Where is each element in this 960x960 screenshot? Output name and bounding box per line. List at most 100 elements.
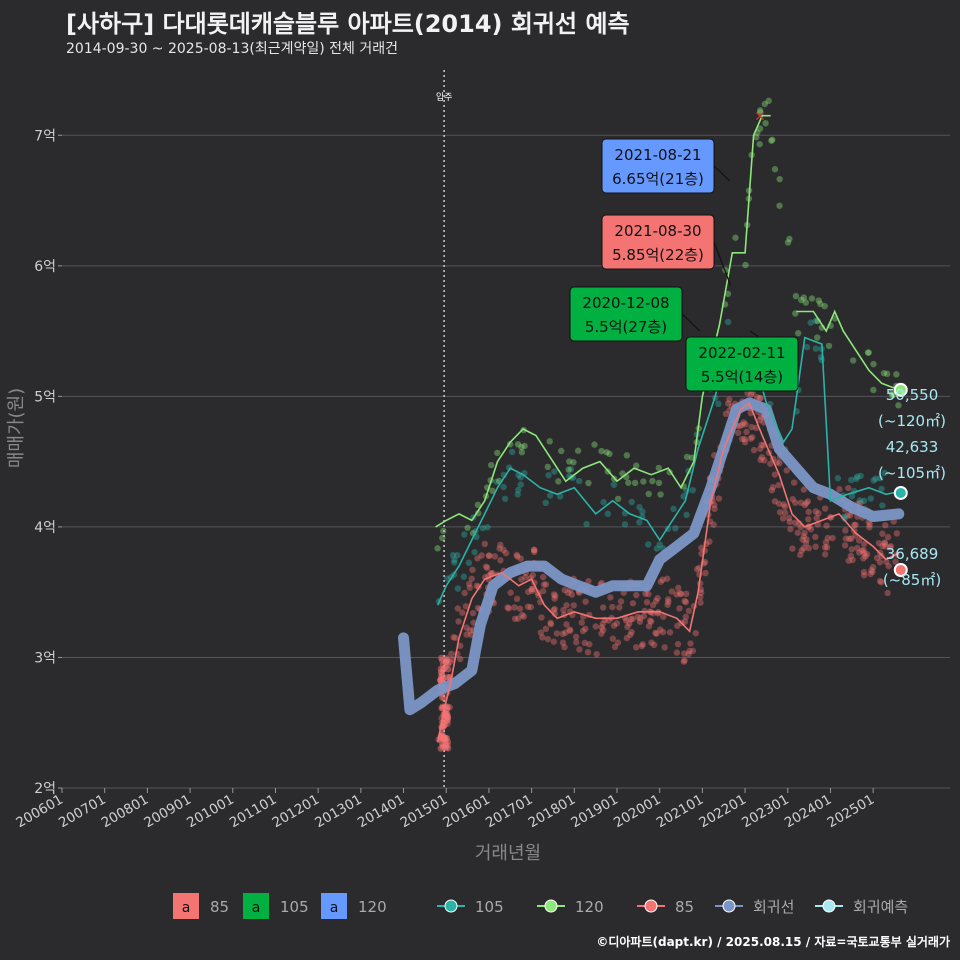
scatter-point-105 [479, 524, 487, 532]
scatter-point-85 [617, 598, 625, 605]
scatter-point-105 [600, 499, 607, 506]
scatter-point-85 [849, 556, 856, 564]
scatter-point-85 [582, 598, 589, 605]
scatter-point-120 [865, 349, 872, 356]
scatter-point-85 [741, 435, 748, 443]
scatter-point-85 [821, 551, 829, 558]
scatter-point-85 [466, 580, 473, 588]
scatter-point-85 [600, 626, 607, 634]
legend-line-label-85: 85 [675, 898, 694, 916]
annotation-date: 2021-08-21 [614, 146, 701, 164]
scatter-point-85 [681, 618, 689, 626]
scatter-point-120 [606, 450, 613, 458]
scatter-point-85 [547, 621, 555, 628]
scatter-point-85 [683, 590, 690, 598]
scatter-point-85 [792, 499, 799, 506]
scatter-point-120 [558, 447, 565, 455]
legend-line-marker [444, 899, 458, 913]
annotation-box [601, 138, 715, 194]
scatter-point-85 [887, 543, 895, 550]
scatter-point-85 [892, 558, 899, 565]
scatter-point-85 [609, 603, 616, 611]
scatter-point-85 [511, 604, 518, 611]
scatter-point-105 [517, 481, 524, 488]
x-tick-label: 202201 [696, 792, 749, 832]
scatter-point-85 [466, 627, 474, 634]
scatter-point-85 [741, 439, 749, 446]
scatter-point-85 [639, 641, 646, 648]
scatter-point-105 [724, 318, 732, 326]
scatter-point-105 [853, 475, 860, 483]
scatter-point-85 [568, 591, 576, 598]
scatter-point-85 [500, 546, 507, 554]
scatter-point-85 [807, 526, 815, 533]
scatter-point-85 [593, 651, 600, 658]
scatter-point-85 [846, 512, 854, 519]
scatter-point-85 [592, 623, 599, 630]
scatter-point-85 [846, 535, 853, 543]
x-tick-label: 201801 [526, 792, 579, 832]
scatter-point-85 [463, 631, 470, 638]
legend-box-label-120: 120 [358, 898, 387, 916]
scatter-point-105 [556, 493, 564, 500]
scatter-point-85 [758, 441, 765, 449]
footer-credit: ©디아파트(dapt.kr) / 2025.08.15 / 자료=국토교통부 실… [596, 935, 950, 949]
line-105 [436, 336, 899, 606]
x-tick-label: 201601 [440, 792, 493, 832]
scatter-point-120 [655, 464, 662, 472]
x-tick-label: 201301 [312, 792, 365, 832]
scatter-point-85 [852, 521, 859, 529]
scatter-point-120 [880, 369, 888, 377]
scatter-point-120 [771, 166, 779, 173]
scatter-point-85 [553, 630, 561, 637]
annotation-leader [681, 313, 701, 332]
scatter-point-85 [652, 629, 659, 637]
scatter-point-85 [799, 536, 806, 543]
scatter-point-85 [656, 626, 664, 633]
scatter-point-85 [812, 533, 819, 541]
scatter-point-85 [821, 505, 829, 512]
scatter-point-85 [682, 613, 690, 621]
scatter-point-85 [633, 591, 640, 599]
scatter-point-105 [689, 486, 696, 494]
scatter-point-85 [710, 521, 717, 528]
scatter-point-85 [538, 614, 545, 621]
scatter-point-85 [747, 435, 754, 442]
scatter-point-85 [517, 555, 524, 562]
scatter-point-85 [681, 657, 688, 664]
scatter-point-85 [697, 589, 705, 596]
y-axis: 2억 3억 4억 5억 6억 7억 [34, 128, 62, 797]
legend-line-label-회귀선: 회귀선 [753, 898, 794, 916]
scatter-point-105 [583, 520, 590, 528]
scatter-point-85 [550, 606, 557, 614]
legend-line-marker [644, 899, 658, 913]
scatter-point-85 [497, 557, 504, 564]
scatter-point-85 [529, 572, 537, 579]
scatter-point-85 [869, 563, 877, 571]
scatter-point-85 [572, 633, 580, 641]
scatter-point-85 [757, 456, 764, 464]
scatter-point-105 [867, 495, 875, 502]
scatter-point-85 [502, 549, 510, 557]
scatter-point-85 [544, 635, 552, 643]
scatter-point-85 [539, 587, 547, 595]
annotation-leader [713, 241, 732, 286]
scatter-point-85 [463, 624, 470, 631]
scatter-point-85 [585, 578, 592, 585]
scatter-point-85 [636, 618, 644, 625]
scatter-point-85 [529, 585, 536, 593]
scatter-point-85 [563, 621, 570, 628]
scatter-point-85 [462, 603, 470, 610]
scatter-point-85 [789, 545, 796, 552]
scatter-point-85 [786, 518, 793, 526]
scatter-point-85 [747, 391, 755, 398]
scatter-point-85 [623, 617, 630, 624]
scatter-point-85 [798, 547, 805, 554]
scatter-point-120 [640, 478, 647, 485]
scatter-point-85 [783, 467, 790, 474]
scatter-point-85 [812, 543, 819, 550]
scatter-point-85 [685, 650, 692, 658]
scatter-point-85 [659, 628, 667, 636]
scatter-point-85 [645, 590, 652, 598]
y-tick-label: 4억 [34, 520, 56, 536]
